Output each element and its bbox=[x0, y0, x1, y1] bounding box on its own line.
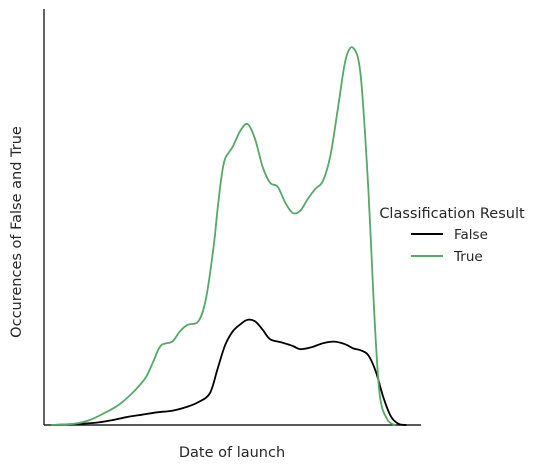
legend: Classification Result False True bbox=[379, 206, 525, 265]
y-axis-label: Occurences of False and True bbox=[9, 126, 25, 338]
x-axis-label: Date of launch bbox=[179, 445, 285, 461]
legend-label-false: False bbox=[454, 227, 488, 243]
legend-label-true: True bbox=[453, 249, 483, 265]
legend-title: Classification Result bbox=[379, 206, 525, 222]
series-line-true bbox=[50, 46, 396, 426]
series-line-false bbox=[50, 318, 407, 426]
